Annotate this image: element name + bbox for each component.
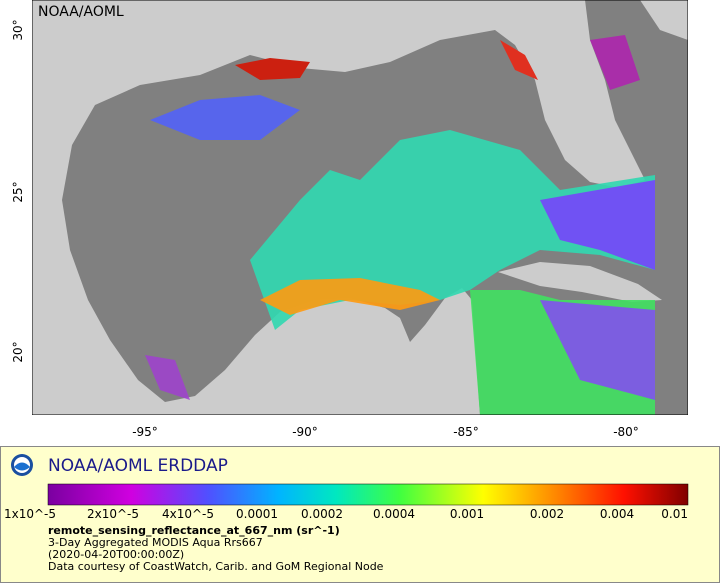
time: (2020-04-20T00:00:00Z) (48, 548, 184, 561)
lat-tick-label: 30° (11, 19, 25, 40)
colorbar-tick-label: 0.0002 (301, 507, 343, 521)
colorbar-tick-label: 4x10^-5 (162, 507, 214, 521)
data-swath (540, 300, 655, 400)
data-swath (150, 95, 300, 140)
land (498, 262, 662, 302)
colorbar (47, 483, 689, 506)
logo (11, 454, 33, 476)
land (640, 0, 688, 40)
data-swath (260, 278, 440, 315)
lon-tick-label: -85° (453, 425, 479, 439)
land (32, 0, 645, 415)
lon-tick-label: -95° (132, 425, 158, 439)
data-swath (235, 58, 310, 80)
data-swath (500, 40, 538, 80)
data-swath (590, 35, 640, 90)
colorbar-tick-label: 0.002 (530, 507, 564, 521)
lon-tick-label: -90° (292, 425, 318, 439)
brand: NOAA/AOML ERDDAP (48, 456, 228, 476)
map (32, 0, 688, 415)
credit: Data courtesy of CoastWatch, Carib. and … (48, 560, 384, 573)
watermark: NOAA/AOML (38, 4, 124, 20)
colorbar-tick-label: 0.01 (661, 507, 688, 521)
lat-tick-label: 25° (11, 181, 25, 202)
data-swath (540, 180, 655, 270)
colorbar-ticks: 1x10^-5 2x10^-5 4x10^-5 0.0001 0.0002 0.0004 0… (4, 507, 688, 521)
variable: remote_sensing_reflectance_at_667_nm (sr… (48, 524, 340, 537)
colorbar-tick-label: 0.001 (450, 507, 484, 521)
colorbar-tick-label: 1x10^-5 (4, 507, 56, 521)
dataset: 3-Day Aggregated MODIS Aqua Rrs667 (48, 536, 263, 549)
colorbar-tick-label: 0.0001 (236, 507, 278, 521)
data-swath (145, 355, 190, 400)
lat-tick-label: 20° (11, 341, 25, 362)
colorbar-tick-label: 0.0004 (373, 507, 415, 521)
colorbar-tick-label: 2x10^-5 (87, 507, 139, 521)
colorbar-tick-label: 0.004 (600, 507, 634, 521)
lon-tick-label: -80° (613, 425, 639, 439)
